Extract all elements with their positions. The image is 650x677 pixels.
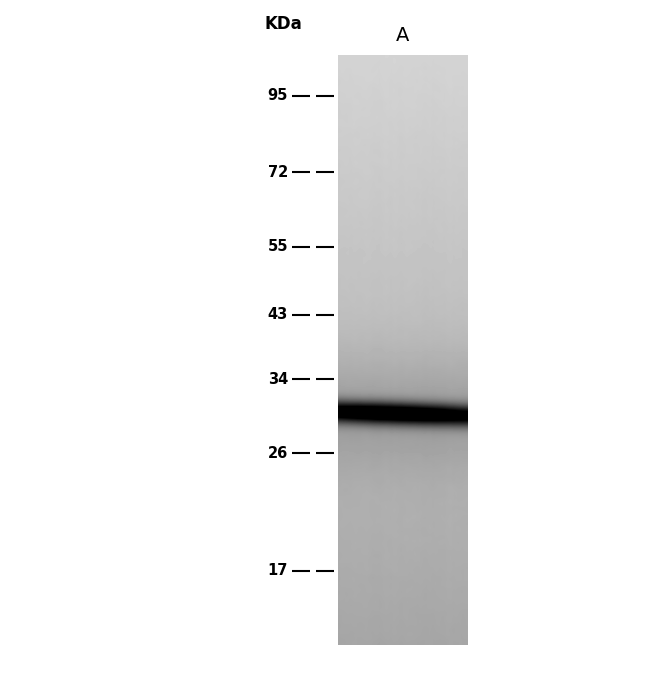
Text: 17: 17 <box>268 563 288 578</box>
Text: KDa: KDa <box>264 15 302 33</box>
Text: A: A <box>396 26 410 45</box>
Text: 55: 55 <box>268 239 288 254</box>
Text: 26: 26 <box>268 446 288 461</box>
Text: 95: 95 <box>268 88 288 103</box>
Text: 34: 34 <box>268 372 288 387</box>
Text: 43: 43 <box>268 307 288 322</box>
Text: 72: 72 <box>268 165 288 179</box>
